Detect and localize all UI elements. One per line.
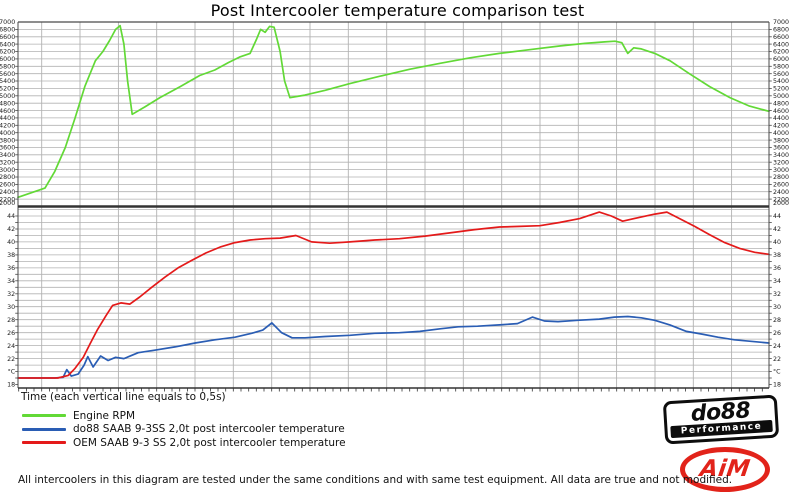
svg-text:4600: 4600	[773, 108, 789, 115]
svg-text:5400: 5400	[773, 78, 789, 85]
svg-text:4800: 4800	[0, 100, 15, 107]
legend-item: OEM SAAB 9-3 SS 2,0t post intercooler te…	[22, 436, 346, 450]
svg-text:3600: 3600	[773, 145, 789, 152]
svg-text:2400: 2400	[0, 189, 15, 196]
legend-line-swatch	[22, 427, 66, 431]
svg-text:24: 24	[773, 343, 781, 350]
legend-line-swatch	[22, 441, 66, 445]
svg-text:2600: 2600	[0, 182, 15, 189]
svg-text:°C: °C	[773, 368, 781, 376]
chart-title: Post Intercooler temperature comparison …	[210, 1, 585, 20]
svg-text:28: 28	[7, 317, 15, 324]
svg-text:2000: 2000	[773, 200, 789, 207]
svg-text:4400: 4400	[773, 115, 789, 122]
svg-text:°C: °C	[8, 368, 16, 376]
legend-label: Engine RPM	[73, 409, 136, 422]
svg-text:7000: 7000	[773, 19, 789, 26]
svg-text:42: 42	[773, 226, 781, 233]
svg-text:5600: 5600	[773, 71, 789, 78]
svg-text:3200: 3200	[0, 159, 15, 166]
svg-text:22: 22	[773, 356, 781, 363]
svg-text:44: 44	[773, 213, 781, 220]
svg-text:4200: 4200	[0, 123, 15, 130]
svg-text:34: 34	[7, 278, 15, 285]
svg-text:3400: 3400	[0, 152, 15, 159]
svg-text:6600: 6600	[773, 34, 789, 41]
time-axis-label: Time (each vertical line equals to 0,5s)	[21, 391, 226, 403]
svg-text:5000: 5000	[773, 93, 789, 100]
svg-text:4400: 4400	[0, 115, 15, 122]
svg-text:42: 42	[7, 226, 15, 233]
svg-text:6000: 6000	[773, 56, 789, 63]
do88-logo: do88 Performance	[662, 394, 780, 445]
svg-text:2200: 2200	[0, 196, 15, 203]
legend-item: Engine RPM	[22, 409, 346, 423]
svg-text:4000: 4000	[0, 130, 15, 137]
svg-text:2200: 2200	[773, 196, 789, 203]
svg-text:5800: 5800	[0, 64, 15, 71]
svg-text:6800: 6800	[773, 27, 789, 34]
svg-text:40: 40	[7, 239, 15, 246]
svg-text:26: 26	[7, 330, 15, 337]
svg-text:3400: 3400	[773, 152, 789, 159]
svg-text:22: 22	[7, 356, 15, 363]
svg-text:34: 34	[773, 278, 781, 285]
svg-text:32: 32	[7, 291, 15, 298]
svg-text:5200: 5200	[773, 86, 789, 93]
svg-text:6200: 6200	[0, 49, 15, 56]
svg-text:5200: 5200	[0, 86, 15, 93]
svg-text:38: 38	[7, 252, 15, 259]
svg-text:30: 30	[773, 304, 781, 311]
svg-text:2800: 2800	[773, 174, 789, 181]
svg-text:18: 18	[773, 382, 781, 389]
svg-text:3000: 3000	[773, 167, 789, 174]
svg-text:2400: 2400	[773, 189, 789, 196]
svg-text:3800: 3800	[773, 137, 789, 144]
svg-text:3200: 3200	[773, 159, 789, 166]
svg-text:6600: 6600	[0, 34, 15, 41]
svg-text:18: 18	[7, 382, 15, 389]
svg-text:3800: 3800	[0, 137, 15, 144]
svg-text:38: 38	[773, 252, 781, 259]
svg-text:2000: 2000	[0, 200, 15, 207]
svg-text:6400: 6400	[0, 41, 15, 48]
svg-text:4800: 4800	[773, 100, 789, 107]
legend: Engine RPM do88 SAAB 9-3SS 2,0t post inte…	[22, 409, 346, 450]
legend-label: do88 SAAB 9-3SS 2,0t post intercooler te…	[73, 423, 345, 436]
aim-logo: AiM	[680, 447, 770, 492]
legend-line-swatch	[22, 414, 66, 418]
svg-text:44: 44	[7, 213, 15, 220]
svg-text:26: 26	[773, 330, 781, 337]
svg-text:4200: 4200	[773, 123, 789, 130]
svg-text:6400: 6400	[773, 41, 789, 48]
svg-text:5800: 5800	[773, 64, 789, 71]
svg-text:32: 32	[773, 291, 781, 298]
svg-text:2600: 2600	[773, 182, 789, 189]
svg-text:3000: 3000	[0, 167, 15, 174]
svg-text:6000: 6000	[0, 56, 15, 63]
legend-label: OEM SAAB 9-3 SS 2,0t post intercooler te…	[73, 436, 346, 449]
svg-text:5600: 5600	[0, 71, 15, 78]
footer-note: All intercoolers in this diagram are tes…	[18, 474, 733, 486]
legend-item: do88 SAAB 9-3SS 2,0t post intercooler te…	[22, 423, 346, 437]
svg-text:4600: 4600	[0, 108, 15, 115]
svg-text:36: 36	[7, 265, 15, 272]
svg-text:6200: 6200	[773, 49, 789, 56]
svg-text:6800: 6800	[0, 27, 15, 34]
svg-text:7000: 7000	[0, 19, 15, 26]
svg-text:4000: 4000	[773, 130, 789, 137]
svg-text:5400: 5400	[0, 78, 15, 85]
svg-text:28: 28	[773, 317, 781, 324]
svg-text:30: 30	[7, 304, 15, 311]
svg-text:5000: 5000	[0, 93, 15, 100]
svg-text:3600: 3600	[0, 145, 15, 152]
svg-text:36: 36	[773, 265, 781, 272]
svg-text:40: 40	[773, 239, 781, 246]
svg-text:24: 24	[7, 343, 15, 350]
chart-canvas: 7000 7000 6800 6800 6600 6600 6400 6400 6200 6200…	[0, 19, 789, 392]
svg-text:2800: 2800	[0, 174, 15, 181]
